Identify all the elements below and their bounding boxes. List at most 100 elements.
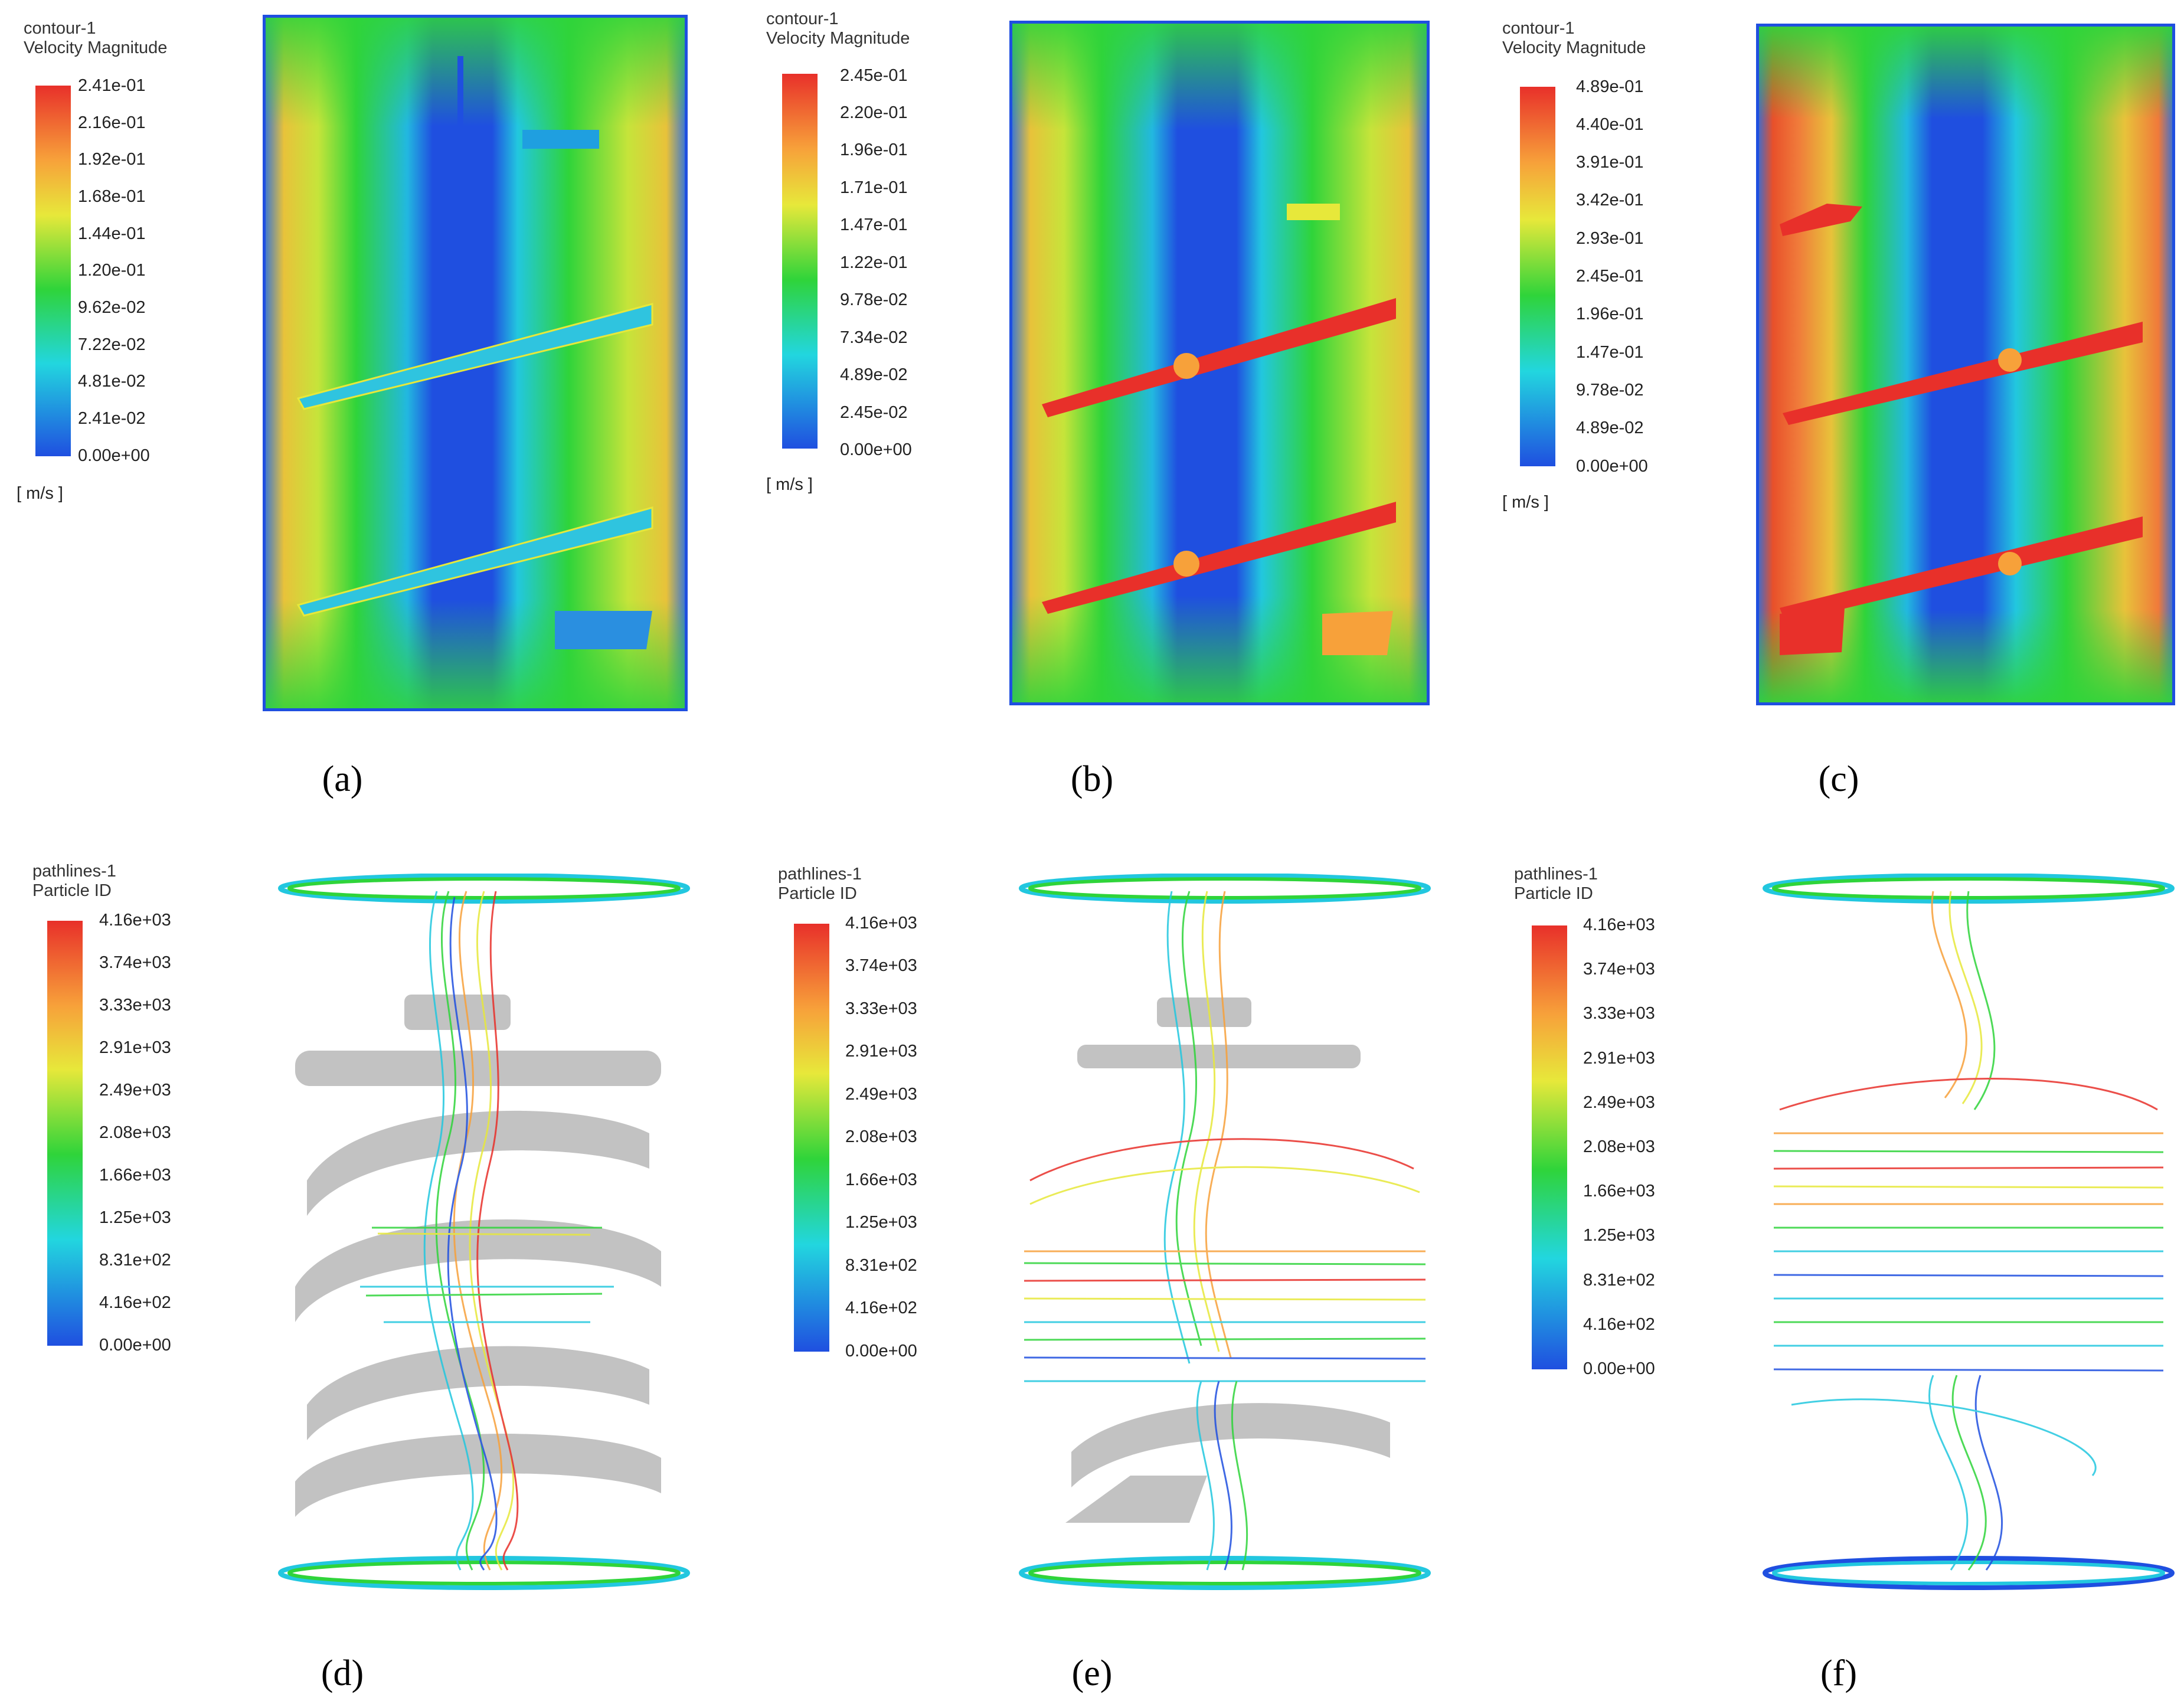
colorbar-gradient xyxy=(1532,925,1567,1369)
colorbar-tick: 9.62e-02 xyxy=(78,298,146,317)
colorbar-tick: 7.22e-02 xyxy=(78,335,146,354)
colorbar-tick: 2.45e-01 xyxy=(1576,267,1644,286)
colorbar-title: contour-1 Velocity Magnitude xyxy=(1502,19,1646,58)
colorbar-tick: 2.45e-01 xyxy=(840,66,908,85)
colorbar-unit: [ m/s ] xyxy=(17,484,63,503)
colorbar-tick: 1.47e-01 xyxy=(840,215,908,234)
impeller-blade-lower xyxy=(1780,516,2143,623)
colorbar-tick: 2.49e+03 xyxy=(1583,1093,1655,1112)
colorbar-tick: 2.41e-01 xyxy=(78,76,146,95)
colorbar-title-line2: Particle ID xyxy=(32,881,112,901)
colorbar-tick: 0.00e+00 xyxy=(1583,1359,1655,1378)
impeller-blade-lower xyxy=(1042,502,1396,614)
colorbar-tick: 1.66e+03 xyxy=(99,1166,171,1185)
colorbar-title-line1: contour-1 xyxy=(1502,19,1575,38)
colorbar-tick: 9.78e-02 xyxy=(840,290,908,309)
impeller xyxy=(1065,997,1390,1523)
panel-label: (f) xyxy=(1820,1653,1857,1693)
colorbar-title-line1: contour-1 xyxy=(766,9,839,28)
impeller-arm xyxy=(1780,204,1862,236)
colorbar-tick: 2.20e-01 xyxy=(840,103,908,122)
colorbar-gradient xyxy=(794,924,829,1352)
colorbar-tick: 2.91e+03 xyxy=(845,1042,917,1061)
colorbar-tick: 1.66e+03 xyxy=(845,1170,917,1189)
colorbar-tick: 4.81e-02 xyxy=(78,372,146,391)
colorbar-tick: 2.08e+03 xyxy=(1583,1137,1655,1156)
colorbar-tick: 1.25e+03 xyxy=(99,1208,171,1227)
impeller-blade-upper xyxy=(1783,322,2143,425)
colorbar-tick: 1.20e-01 xyxy=(78,261,146,280)
colorbar-tick: 2.49e+03 xyxy=(845,1085,917,1104)
panel-label: (b) xyxy=(1070,759,1114,799)
colorbar-title-line2: Particle ID xyxy=(1514,884,1593,904)
bottom-plate-inner xyxy=(1772,1561,2165,1585)
impeller-hub-upper xyxy=(1173,353,1199,379)
colorbar-tick: 2.49e+03 xyxy=(99,1081,171,1100)
top-plate xyxy=(278,874,690,904)
colorbar-tick: 3.33e+03 xyxy=(99,996,171,1015)
bottom-plate xyxy=(1763,1556,2175,1590)
colorbar-tick: 0.00e+00 xyxy=(1576,457,1648,476)
bottom-plate-inner xyxy=(1028,1561,1421,1585)
pathlines xyxy=(360,891,614,1571)
colorbar-tick: 2.91e+03 xyxy=(1583,1049,1655,1068)
colorbar-title-line1: contour-1 xyxy=(24,19,96,38)
colorbar-tick: 4.89e-02 xyxy=(1576,418,1644,437)
colorbar-tick: 1.25e+03 xyxy=(1583,1226,1655,1245)
top-plate-inner xyxy=(287,877,681,900)
colorbar-tick: 3.33e+03 xyxy=(845,999,917,1018)
colorbar-tick: 3.74e+03 xyxy=(99,953,171,972)
colorbar-tick: 2.08e+03 xyxy=(845,1127,917,1146)
colorbar-tick: 4.16e+03 xyxy=(99,911,171,930)
impeller xyxy=(295,995,661,1517)
colorbar-gradient xyxy=(35,86,71,456)
colorbar-gradient xyxy=(782,74,818,449)
colorbar-tick: 0.00e+00 xyxy=(840,440,912,459)
panel-label: (d) xyxy=(321,1653,364,1693)
colorbar-tick: 8.31e+02 xyxy=(845,1256,917,1275)
colorbar-tick: 1.44e-01 xyxy=(78,224,146,243)
colorbar-tick: 1.96e-01 xyxy=(1576,305,1644,323)
top-plate xyxy=(1019,874,1431,904)
colorbar-tick: 3.74e+03 xyxy=(1583,960,1655,979)
colorbar-tick: 4.40e-01 xyxy=(1576,115,1644,134)
colorbar-tick: 1.66e+03 xyxy=(1583,1182,1655,1201)
colorbar-gradient xyxy=(1520,87,1555,466)
colorbar-tick: 1.92e-01 xyxy=(78,150,146,169)
colorbar-tick: 1.47e-01 xyxy=(1576,343,1644,362)
colorbar-tick: 4.16e+02 xyxy=(1583,1315,1655,1334)
colorbar-tick: 4.16e+03 xyxy=(1583,915,1655,934)
colorbar-title-line1: pathlines-1 xyxy=(1514,865,1598,884)
impeller-blade-lower xyxy=(296,506,653,617)
colorbar-tick: 7.34e-02 xyxy=(840,328,908,347)
pathline-plot xyxy=(1019,874,1431,1590)
colorbar-tick: 3.33e+03 xyxy=(1583,1004,1655,1023)
colorbar-title-line1: pathlines-1 xyxy=(778,865,862,884)
colorbar-title-line2: Velocity Magnitude xyxy=(1502,38,1646,58)
panel-label: (c) xyxy=(1818,759,1859,799)
velocity-contour-plot xyxy=(1009,21,1430,705)
colorbar-tick: 4.89e-02 xyxy=(840,365,908,384)
impeller-hub-lower xyxy=(1998,552,2022,575)
colorbar-unit: [ m/s ] xyxy=(1502,493,1549,512)
colorbar-title: contour-1 Velocity Magnitude xyxy=(766,9,910,49)
colorbar-tick: 4.89e-01 xyxy=(1576,77,1644,96)
colorbar-tick: 2.08e+03 xyxy=(99,1123,171,1142)
colorbar-unit: [ m/s ] xyxy=(766,475,813,494)
shaft xyxy=(457,56,463,133)
pathlines xyxy=(1024,891,1426,1571)
colorbar-title-line2: Particle ID xyxy=(778,884,857,904)
panel-label: (e) xyxy=(1071,1653,1113,1693)
pathlines xyxy=(1773,891,2164,1571)
colorbar-title: pathlines-1 Particle ID xyxy=(778,865,862,904)
colorbar-tick: 8.31e+02 xyxy=(1583,1271,1655,1290)
impeller-foot xyxy=(555,611,652,649)
colorbar-title-line2: Velocity Magnitude xyxy=(24,38,168,58)
colorbar-tick: 1.22e-01 xyxy=(840,253,908,272)
impeller-arm xyxy=(522,130,599,149)
colorbar-tick: 2.91e+03 xyxy=(99,1038,171,1057)
impeller-blade-upper xyxy=(1042,298,1396,417)
pathline-plot xyxy=(1763,874,2175,1590)
colorbar-title-line2: Velocity Magnitude xyxy=(766,29,910,48)
